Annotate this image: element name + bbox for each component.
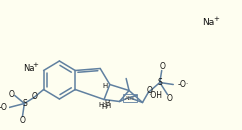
Text: O: O — [9, 90, 15, 99]
Text: Ḣ: Ḣ — [105, 102, 111, 109]
Text: -O: -O — [0, 103, 8, 112]
Text: Na: Na — [23, 63, 34, 73]
Text: +: + — [32, 62, 38, 68]
Text: O: O — [166, 94, 172, 103]
Text: O: O — [32, 92, 38, 101]
Text: Na: Na — [202, 18, 214, 27]
Text: +: + — [213, 16, 219, 22]
Text: S: S — [22, 99, 27, 108]
Text: Ḥ: Ḥ — [104, 99, 110, 106]
Text: O: O — [146, 86, 152, 95]
Text: Abs: Abs — [125, 96, 135, 100]
Text: O: O — [160, 62, 166, 71]
Text: -O·: -O· — [178, 80, 189, 89]
Text: H: H — [102, 83, 108, 89]
Text: ·OH: ·OH — [148, 91, 162, 100]
Text: H: H — [98, 102, 104, 108]
Text: Ḣ: Ḣ — [101, 103, 107, 109]
Text: O: O — [20, 116, 25, 125]
Text: S: S — [157, 78, 162, 87]
FancyBboxPatch shape — [123, 94, 137, 102]
